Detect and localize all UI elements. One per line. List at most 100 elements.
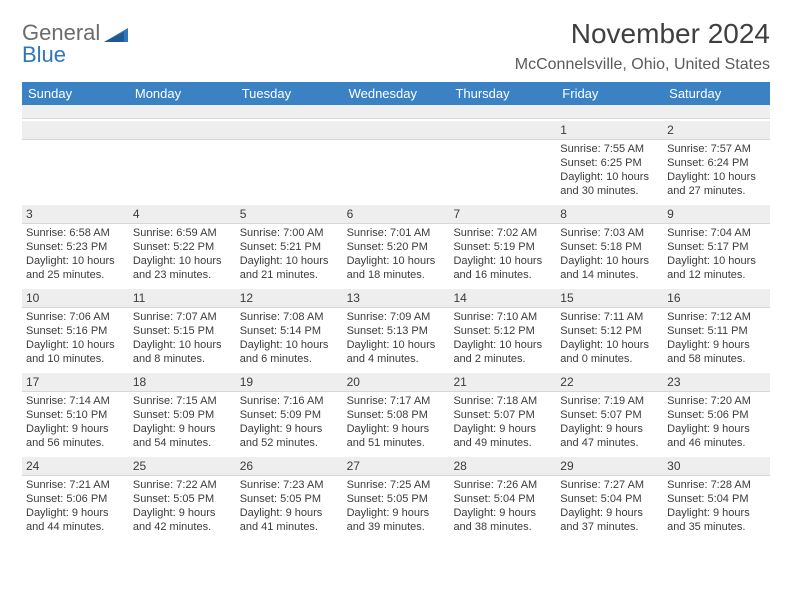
daylight-text: Daylight: 9 hours and 51 minutes.	[347, 422, 446, 450]
month-title: November 2024	[515, 18, 770, 50]
sunset-text: Sunset: 5:16 PM	[26, 324, 125, 338]
day-number: 6	[343, 205, 450, 224]
week-row: 24Sunrise: 7:21 AMSunset: 5:06 PMDayligh…	[22, 455, 770, 539]
sunrise-text: Sunrise: 7:08 AM	[240, 310, 339, 324]
day-details: Sunrise: 7:15 AMSunset: 5:09 PMDaylight:…	[133, 394, 232, 450]
day-details: Sunrise: 7:20 AMSunset: 5:06 PMDaylight:…	[667, 394, 766, 450]
day-details: Sunrise: 7:28 AMSunset: 5:04 PMDaylight:…	[667, 478, 766, 534]
day-number: 25	[129, 457, 236, 476]
sunset-text: Sunset: 5:06 PM	[667, 408, 766, 422]
day-cell: 29 Sunrise: 7:27 AMSunset: 5:04 PMDayligh…	[556, 455, 663, 539]
sunset-text: Sunset: 5:18 PM	[560, 240, 659, 254]
sunset-text: Sunset: 5:10 PM	[26, 408, 125, 422]
sunrise-text: Sunrise: 7:57 AM	[667, 142, 766, 156]
day-details: Sunrise: 7:04 AMSunset: 5:17 PMDaylight:…	[667, 226, 766, 282]
daylight-text: Daylight: 10 hours and 0 minutes.	[560, 338, 659, 366]
daylight-text: Daylight: 9 hours and 39 minutes.	[347, 506, 446, 534]
day-number: 29	[556, 457, 663, 476]
sunrise-text: Sunrise: 7:27 AM	[560, 478, 659, 492]
day-details: Sunrise: 7:21 AMSunset: 5:06 PMDaylight:…	[26, 478, 125, 534]
sunrise-text: Sunrise: 7:03 AM	[560, 226, 659, 240]
spacer-row	[22, 105, 770, 119]
day-details: Sunrise: 7:26 AMSunset: 5:04 PMDaylight:…	[453, 478, 552, 534]
sunset-text: Sunset: 5:07 PM	[560, 408, 659, 422]
day-number	[449, 121, 556, 140]
day-number: 27	[343, 457, 450, 476]
day-cell: 14Sunrise: 7:10 AMSunset: 5:12 PMDayligh…	[449, 287, 556, 371]
day-cell: 8Sunrise: 7:03 AMSunset: 5:18 PMDaylight…	[556, 203, 663, 287]
sunset-text: Sunset: 6:24 PM	[667, 156, 766, 170]
day-details: Sunrise: 7:08 AMSunset: 5:14 PMDaylight:…	[240, 310, 339, 366]
sunset-text: Sunset: 5:09 PM	[240, 408, 339, 422]
day-details: Sunrise: 7:22 AMSunset: 5:05 PMDaylight:…	[133, 478, 232, 534]
sunset-text: Sunset: 5:23 PM	[26, 240, 125, 254]
day-details: Sunrise: 7:19 AMSunset: 5:07 PMDaylight:…	[560, 394, 659, 450]
daylight-text: Daylight: 10 hours and 27 minutes.	[667, 170, 766, 198]
sunrise-text: Sunrise: 7:14 AM	[26, 394, 125, 408]
day-details: Sunrise: 7:18 AMSunset: 5:07 PMDaylight:…	[453, 394, 552, 450]
week-row: 3Sunrise: 6:58 AMSunset: 5:23 PMDaylight…	[22, 203, 770, 287]
daylight-text: Daylight: 10 hours and 12 minutes.	[667, 254, 766, 282]
weekday-header: Tuesday	[236, 82, 343, 105]
day-details: Sunrise: 7:27 AMSunset: 5:04 PMDaylight:…	[560, 478, 659, 534]
day-cell: 2Sunrise: 7:57 AMSunset: 6:24 PMDaylight…	[663, 119, 770, 203]
day-details: Sunrise: 7:06 AMSunset: 5:16 PMDaylight:…	[26, 310, 125, 366]
sunrise-text: Sunrise: 7:16 AM	[240, 394, 339, 408]
day-cell	[22, 119, 129, 203]
sunset-text: Sunset: 5:11 PM	[667, 324, 766, 338]
sunrise-text: Sunrise: 7:19 AM	[560, 394, 659, 408]
day-number: 30	[663, 457, 770, 476]
location: McConnelsville, Ohio, United States	[515, 56, 770, 74]
day-cell	[449, 119, 556, 203]
day-number: 23	[663, 373, 770, 392]
day-details: Sunrise: 7:10 AMSunset: 5:12 PMDaylight:…	[453, 310, 552, 366]
sunset-text: Sunset: 5:04 PM	[667, 492, 766, 506]
day-cell: 15Sunrise: 7:11 AMSunset: 5:12 PMDayligh…	[556, 287, 663, 371]
day-number: 19	[236, 373, 343, 392]
sunset-text: Sunset: 5:09 PM	[133, 408, 232, 422]
sunrise-text: Sunrise: 7:07 AM	[133, 310, 232, 324]
daylight-text: Daylight: 9 hours and 58 minutes.	[667, 338, 766, 366]
sunset-text: Sunset: 5:06 PM	[26, 492, 125, 506]
day-details: Sunrise: 7:00 AMSunset: 5:21 PMDaylight:…	[240, 226, 339, 282]
weekday-header: Thursday	[449, 82, 556, 105]
day-number: 17	[22, 373, 129, 392]
sunrise-text: Sunrise: 7:09 AM	[347, 310, 446, 324]
daylight-text: Daylight: 10 hours and 10 minutes.	[26, 338, 125, 366]
day-cell: 19 Sunrise: 7:16 AMSunset: 5:09 PMDayligh…	[236, 371, 343, 455]
daylight-text: Daylight: 9 hours and 41 minutes.	[240, 506, 339, 534]
sunset-text: Sunset: 5:07 PM	[453, 408, 552, 422]
day-details: Sunrise: 6:59 AMSunset: 5:22 PMDaylight:…	[133, 226, 232, 282]
sunrise-text: Sunrise: 7:55 AM	[560, 142, 659, 156]
day-number: 20	[343, 373, 450, 392]
header: General Blue November 2024 McConnelsvill…	[22, 18, 770, 74]
day-cell: 22Sunrise: 7:19 AMSunset: 5:07 PMDayligh…	[556, 371, 663, 455]
weekday-header: Saturday	[663, 82, 770, 105]
sunrise-text: Sunrise: 7:21 AM	[26, 478, 125, 492]
day-cell: 16Sunrise: 7:12 AMSunset: 5:11 PMDayligh…	[663, 287, 770, 371]
sunrise-text: Sunrise: 7:28 AM	[667, 478, 766, 492]
day-number: 28	[449, 457, 556, 476]
sunset-text: Sunset: 5:21 PM	[240, 240, 339, 254]
day-cell	[343, 119, 450, 203]
day-cell: 28 Sunrise: 7:26 AMSunset: 5:04 PMDayligh…	[449, 455, 556, 539]
day-details: Sunrise: 6:58 AMSunset: 5:23 PMDaylight:…	[26, 226, 125, 282]
daylight-text: Daylight: 10 hours and 16 minutes.	[453, 254, 552, 282]
calendar: SundayMondayTuesdayWednesdayThursdayFrid…	[22, 82, 770, 539]
day-cell: 24Sunrise: 7:21 AMSunset: 5:06 PMDayligh…	[22, 455, 129, 539]
day-number: 13	[343, 289, 450, 308]
day-number	[343, 121, 450, 140]
day-cell: 18Sunrise: 7:15 AMSunset: 5:09 PMDayligh…	[129, 371, 236, 455]
sunrise-text: Sunrise: 6:59 AM	[133, 226, 232, 240]
day-cell: 26Sunrise: 7:23 AMSunset: 5:05 PMDayligh…	[236, 455, 343, 539]
week-row: 17 Sunrise: 7:14 AMSunset: 5:10 PM Dayligh…	[22, 371, 770, 455]
day-details: Sunrise: 7:57 AMSunset: 6:24 PMDaylight:…	[667, 142, 766, 198]
sunset-text: Sunset: 5:05 PM	[347, 492, 446, 506]
daylight-text: Daylight: 10 hours and 23 minutes.	[133, 254, 232, 282]
daylight-text: Daylight: 9 hours and 44 minutes.	[26, 506, 125, 534]
sunset-text: Sunset: 5:12 PM	[560, 324, 659, 338]
sunrise-text: Sunrise: 7:06 AM	[26, 310, 125, 324]
day-details: Sunrise: 7:16 AMSunset: 5:09 PMDaylight:…	[240, 394, 339, 450]
sunrise-text: Sunrise: 7:18 AM	[453, 394, 552, 408]
sunset-text: Sunset: 5:15 PM	[133, 324, 232, 338]
